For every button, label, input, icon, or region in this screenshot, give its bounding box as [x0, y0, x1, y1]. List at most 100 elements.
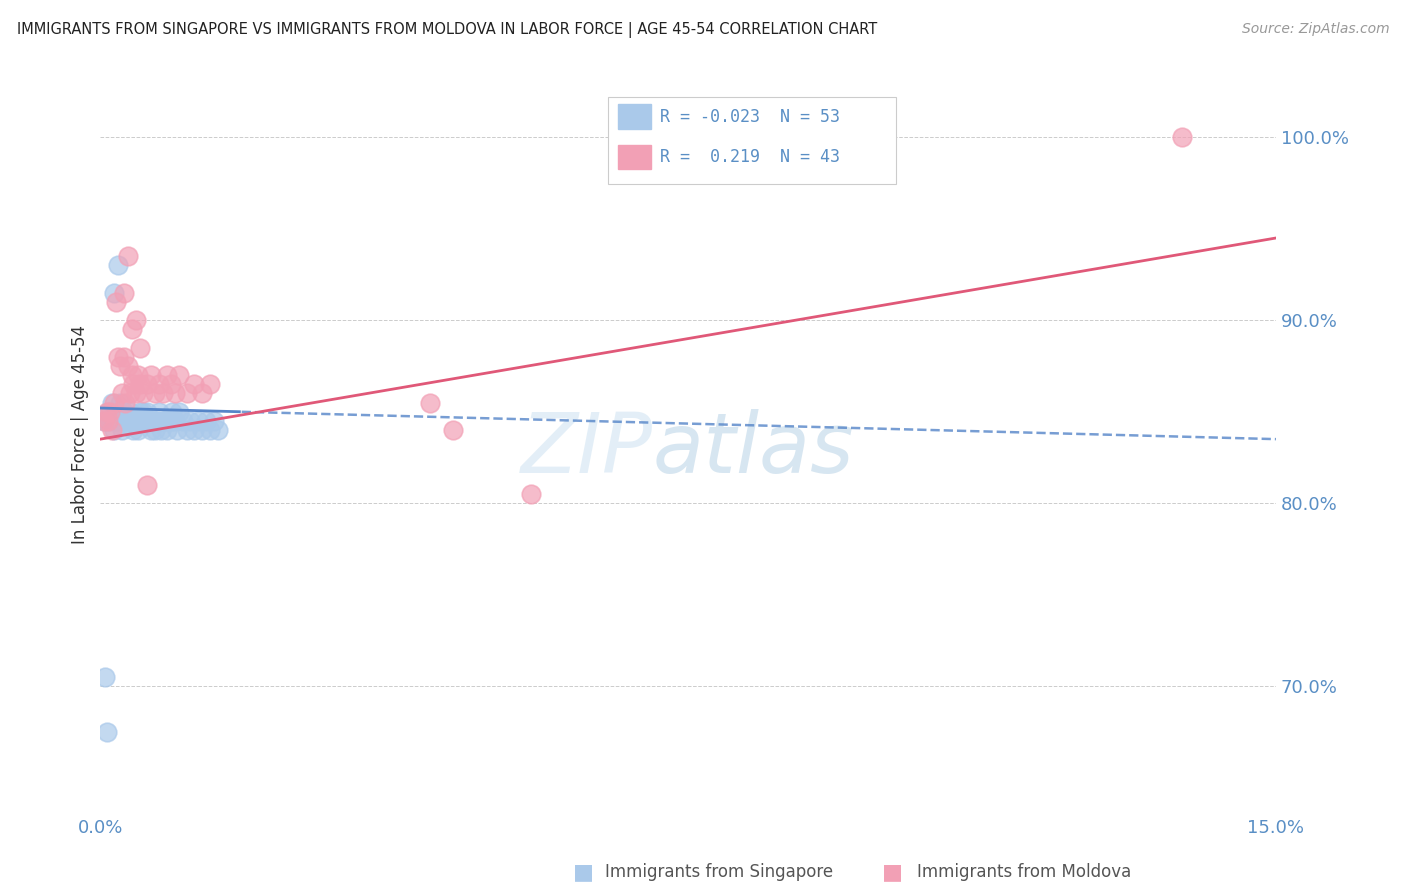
- Point: [117, 414, 139, 428]
- Point: [97, 405, 120, 419]
- Point: [117, 249, 139, 263]
- Text: ■: ■: [883, 863, 903, 882]
- Point: [198, 423, 221, 437]
- Point: [135, 414, 157, 428]
- Point: [141, 423, 163, 437]
- Point: [132, 405, 155, 419]
- Point: [191, 386, 214, 401]
- Bar: [617, 145, 651, 169]
- Text: ■: ■: [574, 863, 593, 882]
- Point: [112, 285, 135, 300]
- Point: [98, 414, 121, 428]
- Point: [418, 395, 440, 409]
- Point: [167, 405, 190, 419]
- Point: [96, 724, 118, 739]
- Point: [112, 405, 135, 419]
- Point: [441, 423, 464, 437]
- Point: [166, 423, 188, 437]
- Point: [121, 414, 143, 428]
- Point: [146, 414, 169, 428]
- Point: [93, 414, 115, 428]
- Point: [143, 423, 166, 437]
- FancyBboxPatch shape: [609, 97, 896, 184]
- Point: [152, 386, 174, 401]
- Point: [124, 386, 146, 401]
- Point: [121, 368, 143, 383]
- Point: [107, 405, 129, 419]
- Point: [162, 405, 184, 419]
- Point: [156, 368, 179, 383]
- Point: [108, 395, 131, 409]
- Point: [157, 414, 180, 428]
- Point: [150, 423, 173, 437]
- Point: [103, 395, 125, 409]
- Point: [153, 414, 176, 428]
- Point: [96, 414, 118, 428]
- Point: [122, 377, 145, 392]
- Point: [1171, 130, 1194, 145]
- Point: [128, 405, 150, 419]
- Point: [117, 359, 139, 373]
- Point: [176, 386, 198, 401]
- Bar: [617, 104, 651, 128]
- Point: [128, 341, 150, 355]
- Point: [124, 414, 146, 428]
- Point: [136, 377, 159, 392]
- Point: [124, 313, 146, 327]
- Point: [129, 414, 152, 428]
- Point: [136, 478, 159, 492]
- Point: [138, 414, 160, 428]
- Point: [183, 423, 205, 437]
- Point: [207, 423, 229, 437]
- Point: [120, 386, 142, 401]
- Text: IMMIGRANTS FROM SINGAPORE VS IMMIGRANTS FROM MOLDOVA IN LABOR FORCE | AGE 45-54 : IMMIGRANTS FROM SINGAPORE VS IMMIGRANTS …: [17, 22, 877, 38]
- Point: [132, 386, 155, 401]
- Point: [148, 405, 170, 419]
- Point: [97, 414, 120, 428]
- Point: [111, 386, 134, 401]
- Point: [148, 377, 170, 392]
- Point: [172, 414, 194, 428]
- Text: R =  0.219  N = 43: R = 0.219 N = 43: [659, 148, 839, 166]
- Point: [105, 295, 128, 310]
- Point: [163, 386, 186, 401]
- Point: [105, 414, 128, 428]
- Point: [141, 368, 163, 383]
- Point: [114, 395, 136, 409]
- Point: [191, 423, 214, 437]
- Point: [167, 368, 190, 383]
- Text: Immigrants from Moldova: Immigrants from Moldova: [917, 863, 1130, 881]
- Point: [122, 423, 145, 437]
- Text: Immigrants from Singapore: Immigrants from Singapore: [605, 863, 832, 881]
- Point: [202, 414, 225, 428]
- Point: [101, 395, 124, 409]
- Point: [179, 414, 201, 428]
- Text: ZIP: ZIP: [520, 409, 652, 491]
- Point: [98, 405, 121, 419]
- Point: [156, 423, 179, 437]
- Point: [114, 414, 136, 428]
- Text: Source: ZipAtlas.com: Source: ZipAtlas.com: [1241, 22, 1389, 37]
- Point: [94, 670, 117, 684]
- Point: [111, 423, 134, 437]
- Point: [96, 405, 118, 419]
- Point: [520, 487, 543, 501]
- Point: [103, 423, 125, 437]
- Point: [121, 322, 143, 336]
- Text: atlas: atlas: [652, 409, 855, 491]
- Point: [107, 350, 129, 364]
- Point: [128, 377, 150, 392]
- Point: [176, 423, 198, 437]
- Point: [107, 259, 129, 273]
- Point: [160, 414, 183, 428]
- Point: [103, 285, 125, 300]
- Point: [152, 414, 174, 428]
- Y-axis label: In Labor Force | Age 45-54: In Labor Force | Age 45-54: [72, 325, 89, 544]
- Text: R = -0.023  N = 53: R = -0.023 N = 53: [659, 108, 839, 126]
- Point: [143, 386, 166, 401]
- Point: [127, 368, 149, 383]
- Point: [101, 423, 124, 437]
- Point: [142, 414, 165, 428]
- Point: [136, 405, 159, 419]
- Point: [112, 350, 135, 364]
